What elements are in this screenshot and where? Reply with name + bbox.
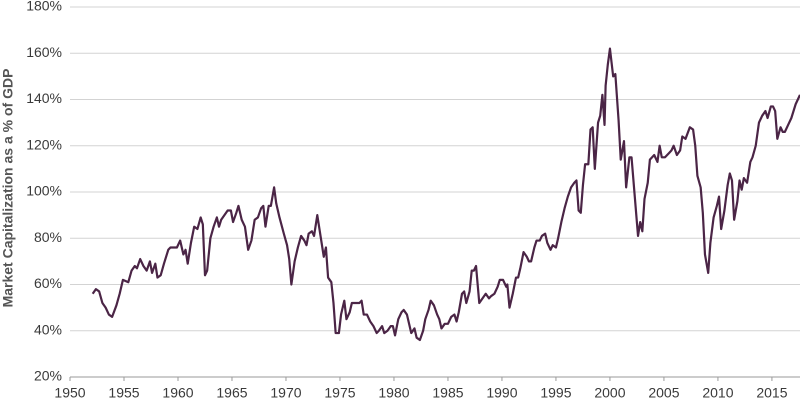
x-tick-label: 1955: [108, 385, 139, 401]
x-tick-label: 2005: [648, 385, 679, 401]
y-tick-label: 20%: [34, 368, 62, 384]
y-axis-label: Market Capitalization as a % of GDP: [0, 69, 16, 308]
y-tick-label: 180%: [26, 0, 62, 14]
x-tick-label: 2015: [756, 385, 787, 401]
x-tick-label: 1985: [432, 385, 463, 401]
y-tick-label: 120%: [26, 136, 62, 152]
x-tick-label: 1990: [486, 385, 517, 401]
x-tick-label: 1980: [378, 385, 409, 401]
x-tick-label: 1965: [216, 385, 247, 401]
x-tick-label: 2000: [594, 385, 625, 401]
x-tick-label: 1975: [324, 385, 355, 401]
y-tick-label: 100%: [26, 183, 62, 199]
y-tick-label: 60%: [34, 275, 62, 291]
data-line: [91, 47, 800, 342]
x-tick-label: 2010: [702, 385, 733, 401]
y-tick-label: 140%: [26, 90, 62, 106]
y-tick-label: 160%: [26, 44, 62, 60]
x-tick-label: 1995: [540, 385, 571, 401]
y-tick-label: 40%: [34, 321, 62, 337]
x-tick-label: 1960: [162, 385, 193, 401]
y-tick-label: 80%: [34, 229, 62, 245]
x-tick-label: 1970: [270, 385, 301, 401]
x-tick-label: 1950: [54, 385, 85, 401]
